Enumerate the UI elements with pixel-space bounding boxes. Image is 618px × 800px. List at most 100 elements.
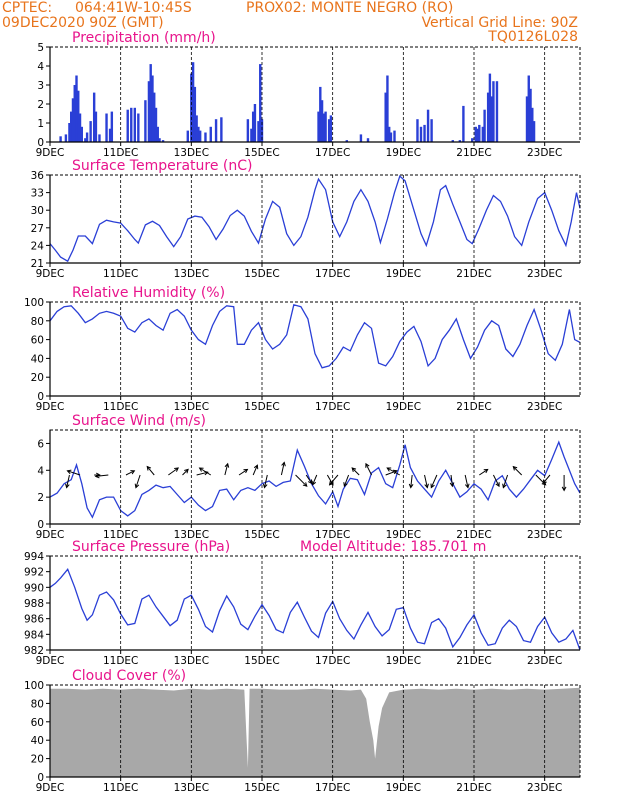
wind-arrow: [280, 462, 285, 476]
wind-arrow: [492, 474, 500, 487]
x-tick-label: 19DEC: [386, 147, 421, 159]
precip-bar: [486, 92, 490, 142]
model-altitude-label: Model Altitude: 185.701 m: [300, 539, 486, 555]
precip-bar: [80, 126, 83, 142]
precip-bar: [345, 140, 348, 142]
precip-bar: [495, 81, 499, 142]
wind-arrow-head: [224, 462, 230, 468]
precip-bar: [492, 81, 495, 142]
y-tick-label: 80: [31, 316, 44, 328]
precip-bar: [384, 92, 387, 142]
wind-arrow-head: [495, 482, 500, 488]
precip-bar: [89, 121, 92, 142]
x-tick-label: 9DEC: [36, 147, 65, 159]
wind-arrow-head: [483, 468, 489, 474]
x-tick-label: 9DEC: [36, 268, 65, 280]
y-tick-label: 24: [31, 240, 45, 252]
plot-frame: [49, 46, 581, 143]
x-tick-label: 15DEC: [244, 147, 279, 159]
wind-arrow: [351, 467, 360, 476]
precip-bar: [386, 75, 389, 142]
x-tick-label: 15DEC: [244, 529, 279, 541]
precip-bar: [64, 134, 68, 142]
wind-arrow-head: [343, 482, 348, 488]
precip-bar: [451, 140, 454, 142]
precip-bar: [471, 138, 474, 142]
x-tick-label: 19DEC: [386, 782, 421, 794]
precip-bar: [251, 111, 255, 142]
precip-bar: [105, 113, 108, 142]
y-tick-label: 6: [37, 438, 44, 450]
wind-arrow: [252, 465, 258, 476]
precip-bar: [257, 121, 260, 142]
precip-bar: [532, 121, 536, 142]
y-tick-label: 36: [31, 170, 45, 182]
precip-bar: [214, 119, 218, 142]
wind-arrow: [305, 474, 313, 484]
x-tick-label: 9DEC: [36, 529, 65, 541]
precip-bar: [154, 107, 158, 142]
header-grid-line: Vertical Grid Line: 90Z: [422, 15, 578, 31]
precip-bar: [322, 113, 326, 142]
wind-arrow: [502, 474, 509, 488]
wind-arrow: [264, 474, 268, 488]
precip-bar: [250, 128, 253, 142]
precip-bar: [324, 111, 327, 142]
y-tick-label: 100: [24, 297, 44, 309]
x-tick-label: 23DEC: [527, 401, 562, 413]
wind-arrow: [224, 463, 229, 476]
y-tick-label: 60: [31, 335, 44, 347]
wind-arrow: [196, 471, 208, 476]
precip-bar: [147, 81, 151, 142]
x-tick-label: 13DEC: [174, 147, 209, 159]
panel-precipitation: Precipitation (mm/h) 0 1 2 3 4 5 9DEC 11DEC 13DEC…: [36, 30, 581, 159]
x-tick-label: 9DEC: [36, 401, 65, 413]
x-tick-label: 17DEC: [315, 147, 350, 159]
x-tick-label: 21DEC: [456, 401, 491, 413]
wind-arrow-head: [184, 468, 189, 474]
wind-arrow: [450, 474, 453, 487]
wind-arrow: [125, 470, 135, 476]
y-tick-label: 40: [31, 353, 44, 365]
wind-arrow: [199, 467, 212, 476]
x-tick-label: 11DEC: [103, 401, 138, 413]
precip-bar: [126, 109, 129, 142]
panel-wind: Surface Wind (m/s) 0 2 4 6 9DEC 11DEC 13DEC 15DE…: [36, 413, 581, 541]
precip-bar: [71, 98, 75, 142]
wind-arrow-head: [430, 483, 435, 489]
precip-bar: [130, 107, 133, 142]
x-tick-label: 23DEC: [527, 529, 562, 541]
x-tick-label: 21DEC: [456, 529, 491, 541]
precip-bar: [525, 96, 529, 142]
x-tick-label: 11DEC: [103, 529, 138, 541]
precip-bar: [260, 119, 264, 142]
panel-temperature: Surface Temperature (nC) 21 24 27 30 33 36 9DEC…: [31, 158, 581, 280]
precip-bar: [317, 111, 320, 142]
wind-arrow: [385, 470, 398, 476]
x-tick-label: 15DEC: [244, 401, 279, 413]
wind-arrow-head: [424, 483, 429, 489]
wind-arrow: [295, 474, 308, 487]
precip-bar: [430, 119, 433, 142]
wind-arrow-head: [311, 480, 317, 486]
x-tick-label: 23DEC: [527, 147, 562, 159]
x-tick-label: 17DEC: [315, 268, 350, 280]
precip-bar: [209, 126, 212, 142]
wind-arrow: [238, 468, 248, 476]
y-tick-label: 80: [31, 698, 44, 710]
wind-arrow: [66, 474, 70, 488]
wind-arrow-head: [408, 483, 414, 489]
x-tick-label: 15DEC: [244, 782, 279, 794]
panel-pressure: Surface Pressure (hPa) Model Altitude: 18…: [24, 539, 581, 667]
precip-bar: [388, 126, 391, 142]
wind-arrow: [512, 466, 523, 476]
wind-arrow: [329, 474, 339, 486]
series-line: [49, 175, 581, 263]
x-tick-label: 15DEC: [244, 655, 279, 667]
y-tick-label: 994: [24, 551, 44, 563]
precip-bar: [193, 86, 197, 142]
header-model: TQ0126L028: [487, 29, 578, 45]
precip-bar: [153, 92, 156, 142]
precip-bar: [151, 75, 154, 142]
